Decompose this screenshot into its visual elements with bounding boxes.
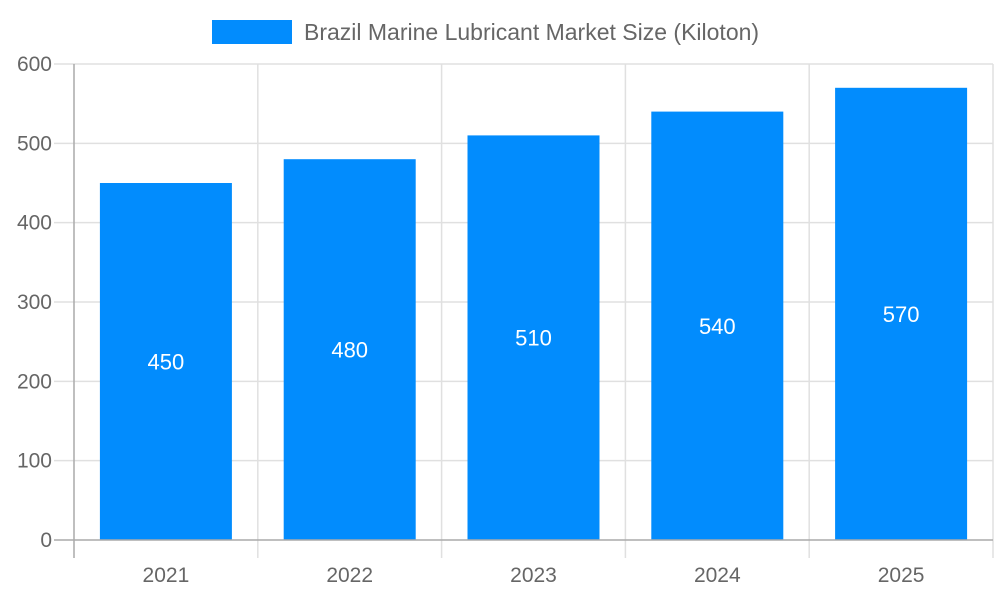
data-label: 570 bbox=[883, 302, 920, 327]
data-label: 540 bbox=[699, 314, 736, 339]
bar-2023 bbox=[467, 135, 600, 540]
data-label: 510 bbox=[515, 326, 552, 351]
x-tick-label: 2021 bbox=[143, 564, 190, 587]
y-tick-label: 300 bbox=[17, 291, 52, 314]
data-label: 450 bbox=[148, 350, 185, 375]
axes bbox=[54, 64, 993, 558]
data-label: 480 bbox=[331, 338, 368, 363]
x-tick-label: 2024 bbox=[694, 564, 741, 587]
y-tick-label: 100 bbox=[17, 450, 52, 473]
y-tick-label: 200 bbox=[17, 370, 52, 393]
y-tick-label: 600 bbox=[17, 53, 52, 76]
bars: 450 480 510 540 570 bbox=[99, 87, 968, 541]
x-tick-label: 2023 bbox=[510, 564, 557, 587]
bar-2022 bbox=[283, 159, 416, 540]
bar-2021 bbox=[99, 183, 232, 540]
y-tick-label: 500 bbox=[17, 132, 52, 155]
legend[interactable]: Brazil Marine Lubricant Market Size (Kil… bbox=[212, 19, 759, 45]
legend-label: Brazil Marine Lubricant Market Size (Kil… bbox=[304, 19, 759, 45]
x-tick-label: 2025 bbox=[878, 564, 925, 587]
x-tick-label: 2022 bbox=[326, 564, 373, 587]
tick-labels: 0 100 200 300 400 500 600 2021 2022 2023 2024 2025 bbox=[17, 53, 925, 587]
bar-2025 bbox=[835, 87, 968, 541]
bar-2024 bbox=[651, 111, 784, 540]
y-tick-label: 0 bbox=[40, 529, 52, 552]
y-tick-label: 400 bbox=[17, 212, 52, 235]
legend-swatch bbox=[212, 20, 292, 44]
